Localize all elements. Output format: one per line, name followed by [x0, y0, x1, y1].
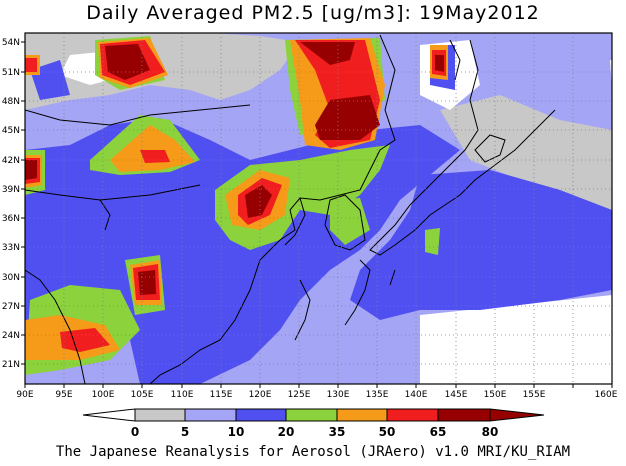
- lon-label: 90E: [16, 390, 33, 400]
- lat-label: 21N: [2, 360, 20, 370]
- colorbar-label: 0: [131, 425, 139, 439]
- lat-label: 30N: [2, 273, 20, 283]
- lon-label: 135E: [366, 390, 389, 400]
- lon-label: 130E: [327, 390, 350, 400]
- colorbar-label: 65: [430, 425, 447, 439]
- colorbar-segment: [134, 408, 186, 422]
- lon-label: 100E: [92, 390, 115, 400]
- lat-label: 54N: [2, 38, 20, 48]
- colorbar-segment: [386, 408, 439, 422]
- lon-label: 150E: [484, 390, 507, 400]
- map-frame: [24, 32, 613, 385]
- lat-label: 24N: [2, 331, 20, 341]
- colorbar: [82, 408, 545, 422]
- lon-label: 160E: [595, 390, 618, 400]
- colorbar-label: 80: [482, 425, 499, 439]
- colorbar-label: 50: [379, 425, 396, 439]
- colorbar-segment: [437, 408, 491, 422]
- colorbar-label: 10: [228, 425, 245, 439]
- lat-label: 51N: [2, 68, 20, 78]
- colorbar-segment: [489, 408, 545, 422]
- colorbar-label: 35: [329, 425, 346, 439]
- lat-label: 36N: [2, 214, 20, 224]
- lon-label: 140E: [405, 390, 428, 400]
- lon-label: 155E: [523, 390, 546, 400]
- lon-label: 115E: [210, 390, 233, 400]
- lat-label: 27N: [2, 302, 20, 312]
- lat-label: 33N: [2, 243, 20, 253]
- colorbar-labels: 0 5 10 20 35 50 65 80: [131, 425, 499, 439]
- map-title: Daily Averaged PM2.5 [ug/m3]: 19May2012: [86, 2, 540, 24]
- lon-label: 110E: [171, 390, 194, 400]
- concentration-field: [25, 33, 612, 384]
- longitude-labels: 90E 95E 100E 105E 110E 115E 120E 125E 13…: [16, 390, 617, 400]
- colorbar-segment: [285, 408, 338, 422]
- footer-credit: The Japanese Reanalysis for Aerosol (JRA…: [55, 444, 571, 460]
- latitude-labels: 54N 51N 48N 45N 42N 39N 36N 33N 30N 27N …: [2, 38, 20, 370]
- colorbar-segment: [82, 408, 136, 422]
- lat-label: 48N: [2, 97, 20, 107]
- lon-label: 95E: [55, 390, 72, 400]
- lon-label: 105E: [131, 390, 154, 400]
- lat-label: 42N: [2, 156, 20, 166]
- lon-label: 120E: [249, 390, 272, 400]
- colorbar-label: 5: [181, 425, 189, 439]
- grid: [25, 33, 612, 384]
- lon-label: 145E: [445, 390, 468, 400]
- colorbar-segment: [235, 408, 287, 422]
- lon-label: 125E: [288, 390, 311, 400]
- lat-label: 45N: [2, 126, 20, 136]
- colorbar-segment: [184, 408, 237, 422]
- colorbar-segment: [336, 408, 388, 422]
- lat-label: 39N: [2, 185, 20, 195]
- colorbar-label: 20: [278, 425, 295, 439]
